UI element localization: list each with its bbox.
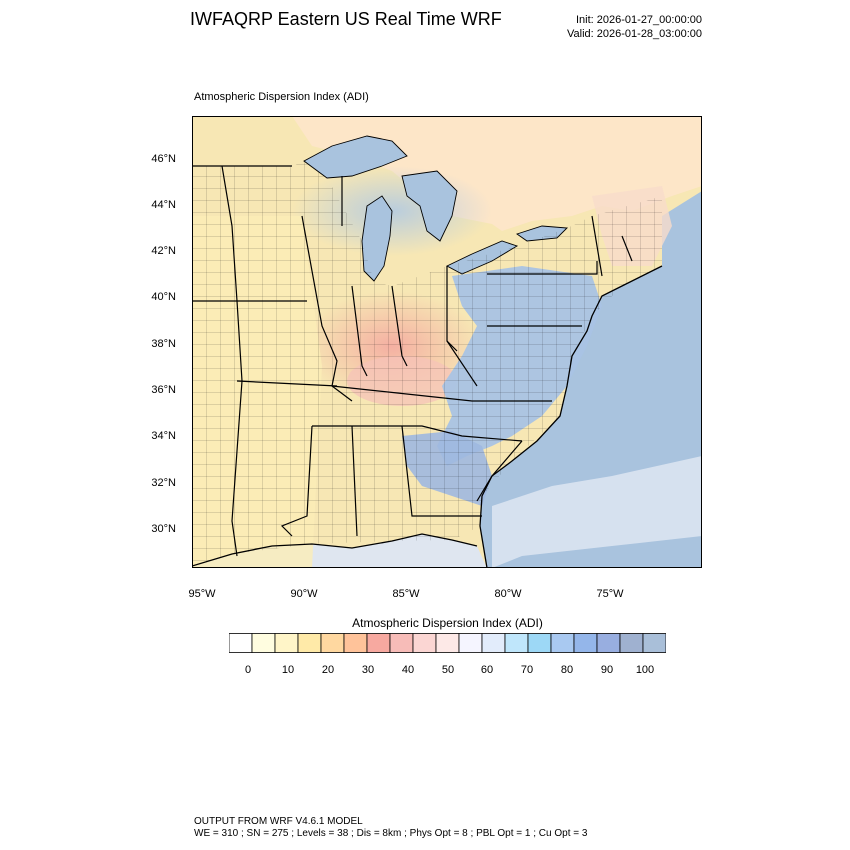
lon-tick-80: 80°W (494, 588, 522, 600)
plot-title: IWFAQRP Eastern US Real Time WRF (190, 9, 502, 29)
colorbar-swatch (619, 633, 644, 653)
lake-huron (401, 170, 458, 242)
adi-map (192, 116, 702, 568)
run-times: Init: 2026-01-27_00:00:00 Valid: 2026-01… (567, 13, 702, 41)
colorbar-label-80: 80 (560, 664, 574, 676)
colorbar-label-0: 0 (244, 664, 252, 676)
lon-tick-85: 85°W (392, 588, 420, 600)
lat-tick-42: 42°N (151, 245, 176, 257)
colorbar-swatch (297, 633, 322, 653)
colorbar-label-20: 20 (321, 664, 335, 676)
init-time: Init: 2026-01-27_00:00:00 (576, 14, 702, 26)
colorbar-label-100: 100 (635, 664, 655, 676)
colorbar-swatch (274, 633, 299, 653)
model-config: WE = 310 ; SN = 275 ; Levels = 38 ; Dis … (194, 828, 588, 839)
colorbar-label-90: 90 (600, 664, 614, 676)
colorbar-label-70: 70 (520, 664, 534, 676)
colorbar-swatch (458, 633, 483, 653)
colorbar-swatch (366, 633, 391, 653)
east-coastline (479, 265, 663, 568)
lake-superior (303, 135, 408, 179)
colorbar-swatch (527, 633, 552, 653)
lat-tick-44: 44°N (151, 199, 176, 211)
gulf-coastline (192, 533, 478, 567)
colorbar-swatch (412, 633, 437, 653)
map-subtitle: Atmospheric Dispersion Index (ADI) (194, 91, 369, 103)
colorbar-label-10: 10 (281, 664, 295, 676)
state-borders (192, 165, 633, 557)
colorbar-swatch (550, 633, 575, 653)
colorbar-swatch (435, 633, 460, 653)
lat-tick-30: 30°N (151, 523, 176, 535)
colorbar-swatch (596, 633, 621, 653)
colorbar-label-60: 60 (480, 664, 494, 676)
colorbar-label-50: 50 (441, 664, 455, 676)
colorbar-swatch (343, 633, 368, 653)
lat-tick-40: 40°N (151, 291, 176, 303)
colorbar-label-40: 40 (401, 664, 415, 676)
colorbar-swatch (229, 633, 253, 653)
ocean-pale-area (492, 456, 702, 568)
lon-tick-95: 95°W (188, 588, 216, 600)
lat-tick-46: 46°N (151, 153, 176, 165)
colorbar (229, 633, 666, 653)
lon-tick-90: 90°W (290, 588, 318, 600)
colorbar-label-30: 30 (361, 664, 375, 676)
lon-tick-75: 75°W (596, 588, 624, 600)
colorbar-swatch (481, 633, 506, 653)
colorbar-title: Atmospheric Dispersion Index (ADI) (352, 616, 543, 630)
lat-tick-34: 34°N (151, 430, 176, 442)
colorbar-swatch (504, 633, 529, 653)
colorbar-swatch (573, 633, 598, 653)
colorbar-swatch (320, 633, 345, 653)
lat-tick-32: 32°N (151, 477, 176, 489)
valid-time: Valid: 2026-01-28_03:00:00 (567, 28, 702, 40)
lat-tick-36: 36°N (151, 384, 176, 396)
colorbar-swatch (642, 633, 666, 653)
model-version: OUTPUT FROM WRF V4.6.1 MODEL (194, 816, 363, 827)
map-frame (192, 116, 702, 568)
colorbar-swatch (251, 633, 276, 653)
lat-tick-38: 38°N (151, 338, 176, 350)
model-info: OUTPUT FROM WRF V4.6.1 MODEL WE = 310 ; … (194, 816, 587, 840)
colorbar-swatch (389, 633, 414, 653)
